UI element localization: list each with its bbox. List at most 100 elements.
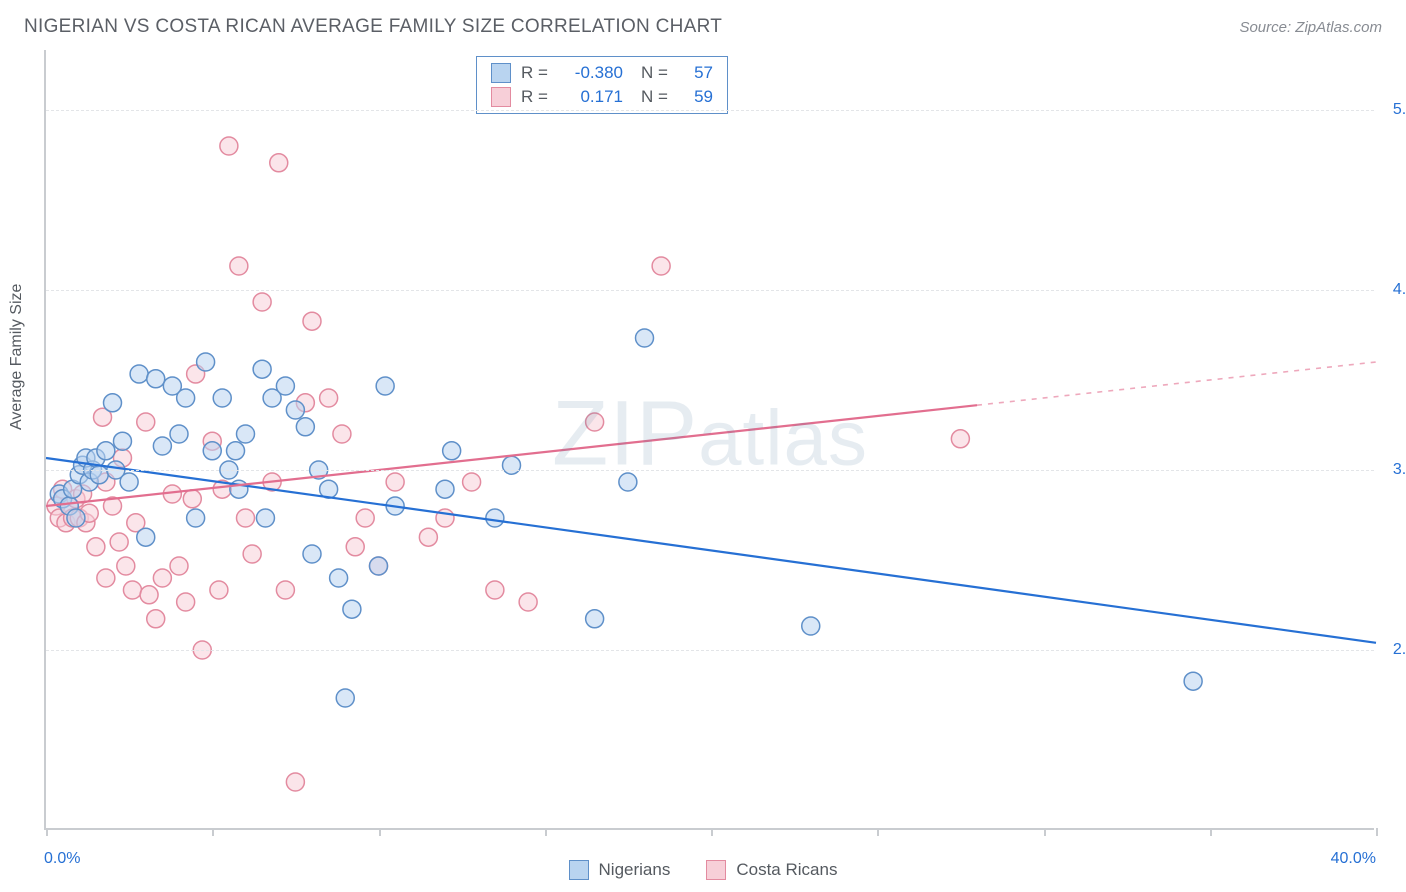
legend-swatch	[491, 87, 511, 107]
data-point	[197, 353, 215, 371]
y-axis-label: Average Family Size	[8, 284, 26, 430]
data-point	[443, 442, 461, 460]
data-point	[120, 473, 138, 491]
data-point	[147, 370, 165, 388]
data-point	[256, 509, 274, 527]
trend-line-extrapolated	[977, 362, 1376, 405]
data-point	[386, 473, 404, 491]
data-point	[220, 137, 238, 155]
data-point	[137, 528, 155, 546]
x-tick	[711, 828, 713, 836]
y-tick-label: 4.25	[1378, 281, 1406, 299]
data-point	[503, 456, 521, 474]
data-point	[951, 430, 969, 448]
data-point	[333, 425, 351, 443]
data-point	[187, 509, 205, 527]
data-point	[320, 389, 338, 407]
x-tick	[1044, 828, 1046, 836]
data-point	[419, 528, 437, 546]
data-point	[210, 581, 228, 599]
legend-n-label: N =	[641, 87, 673, 107]
legend-n-value: 57	[683, 63, 713, 83]
x-tick	[46, 828, 48, 836]
data-point	[276, 581, 294, 599]
data-point	[90, 466, 108, 484]
x-tick	[545, 828, 547, 836]
data-point	[230, 257, 248, 275]
data-point	[296, 418, 314, 436]
series-legend: Nigerians Costa Ricans	[0, 860, 1406, 880]
data-point	[123, 581, 141, 599]
data-point	[376, 377, 394, 395]
data-point	[253, 360, 271, 378]
grid-line	[46, 290, 1374, 291]
data-point	[213, 389, 231, 407]
data-point	[177, 389, 195, 407]
legend-r-value: 0.171	[563, 87, 623, 107]
correlation-legend-row: R = -0.380 N = 57	[477, 61, 727, 85]
data-point	[117, 557, 135, 575]
data-point	[253, 293, 271, 311]
data-point	[147, 610, 165, 628]
plot-area: ZIPatlas R =-0.380N =57R =0.171N =59 2.7…	[44, 50, 1374, 830]
series-legend-item: Costa Ricans	[706, 860, 837, 880]
grid-line	[46, 470, 1374, 471]
data-point	[170, 557, 188, 575]
legend-swatch	[569, 860, 589, 880]
data-point	[237, 509, 255, 527]
data-point	[97, 569, 115, 587]
data-point	[586, 413, 604, 431]
grid-line	[46, 650, 1374, 651]
data-point	[486, 581, 504, 599]
data-point	[619, 473, 637, 491]
y-tick-label: 2.75	[1378, 641, 1406, 659]
data-point	[586, 610, 604, 628]
legend-r-value: -0.380	[563, 63, 623, 83]
data-point	[177, 593, 195, 611]
x-tick	[212, 828, 214, 836]
data-point	[463, 473, 481, 491]
x-tick	[877, 828, 879, 836]
data-point	[140, 586, 158, 604]
x-tick	[379, 828, 381, 836]
data-point	[270, 154, 288, 172]
data-point	[104, 394, 122, 412]
legend-swatch	[491, 63, 511, 83]
data-point	[370, 557, 388, 575]
data-point	[636, 329, 654, 347]
header: NIGERIAN VS COSTA RICAN AVERAGE FAMILY S…	[0, 0, 1406, 44]
data-point	[356, 509, 374, 527]
chart-title: NIGERIAN VS COSTA RICAN AVERAGE FAMILY S…	[24, 16, 722, 38]
data-point	[130, 365, 148, 383]
data-point	[137, 413, 155, 431]
legend-r-label: R =	[521, 63, 553, 83]
legend-n-label: N =	[641, 63, 673, 83]
legend-r-label: R =	[521, 87, 553, 107]
data-point	[519, 593, 537, 611]
chart-svg	[46, 50, 1374, 828]
data-point	[203, 442, 221, 460]
data-point	[227, 442, 245, 460]
data-point	[153, 437, 171, 455]
data-point	[286, 401, 304, 419]
series-legend-item: Nigerians	[569, 860, 671, 880]
data-point	[336, 689, 354, 707]
data-point	[303, 545, 321, 563]
data-point	[113, 432, 131, 450]
data-point	[1184, 672, 1202, 690]
data-point	[802, 617, 820, 635]
data-point	[346, 538, 364, 556]
legend-swatch	[706, 860, 726, 880]
source-label: Source: ZipAtlas.com	[1239, 19, 1382, 36]
correlation-legend: R = -0.380 N = 57 R = 0.171 N = 59	[476, 56, 728, 114]
data-point	[343, 600, 361, 618]
trend-line	[46, 405, 977, 506]
series-legend-label: Nigerians	[599, 860, 671, 880]
legend-n-value: 59	[683, 87, 713, 107]
data-point	[486, 509, 504, 527]
x-tick	[1210, 828, 1212, 836]
correlation-legend-row: R = 0.171 N = 59	[477, 85, 727, 109]
data-point	[303, 312, 321, 330]
data-point	[243, 545, 261, 563]
data-point	[153, 569, 171, 587]
